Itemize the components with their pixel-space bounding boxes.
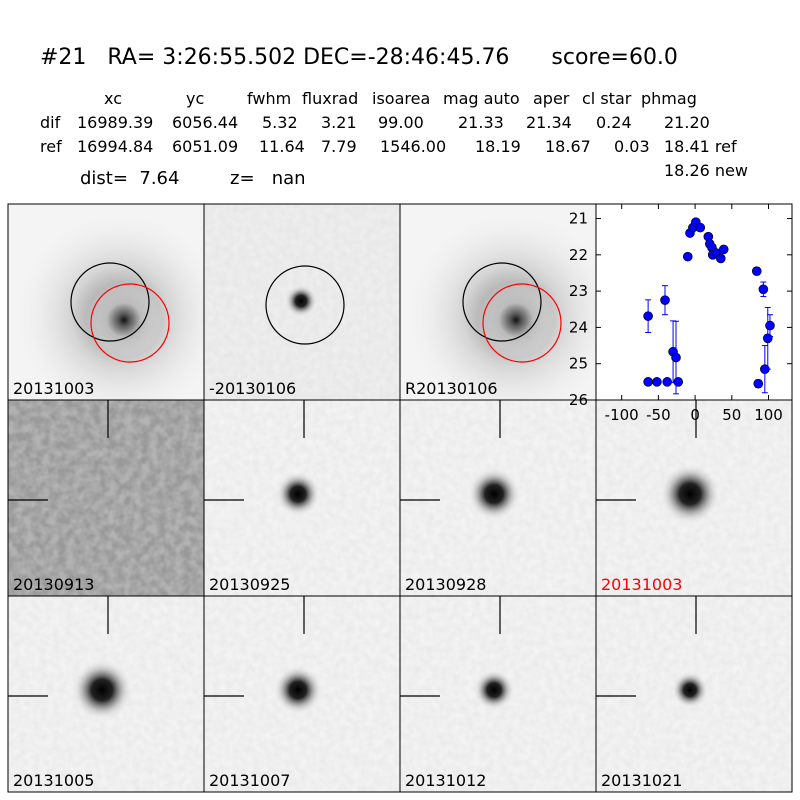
plot-area xyxy=(596,204,792,400)
x-tick-label: -100 xyxy=(605,406,639,424)
point xyxy=(758,284,769,295)
point xyxy=(718,244,729,255)
table-cell: 16989.39 xyxy=(77,113,153,132)
column-header: mag auto xyxy=(443,89,520,108)
x-tick-label: 0 xyxy=(690,406,700,424)
aperture xyxy=(462,262,542,342)
stamp-label: -20130106 xyxy=(209,379,296,398)
cutout-label: 20131005 xyxy=(13,771,94,790)
noise xyxy=(8,400,204,596)
table-cell: 0.03 xyxy=(614,137,650,156)
cutout-label: 20131021 xyxy=(601,771,682,790)
y-tick-label: 25 xyxy=(569,355,588,373)
stamp-label: R20130106 xyxy=(405,379,498,398)
series xyxy=(643,217,775,395)
source xyxy=(285,285,317,317)
table-cell: 11.64 xyxy=(259,137,305,156)
column-header: fwhm xyxy=(247,89,291,108)
table-cell: 21.34 xyxy=(526,113,572,132)
galaxy xyxy=(478,282,554,358)
aperture-ref xyxy=(482,283,562,363)
column-header: phmag xyxy=(641,89,697,108)
x-tick-label: -50 xyxy=(646,406,671,424)
table-cell: 5.32 xyxy=(262,113,298,132)
cutout-label: 20130928 xyxy=(405,575,486,594)
table-cell: 99.00 xyxy=(378,113,424,132)
stamp-label: 20131003 xyxy=(13,379,94,398)
y-tick-label: 21 xyxy=(569,210,588,228)
point xyxy=(762,333,773,344)
column-header: xc xyxy=(104,89,122,108)
table-cell: 18.19 xyxy=(475,137,521,156)
table-cell: 3.21 xyxy=(321,113,357,132)
point xyxy=(643,377,653,387)
x-tick-label: 100 xyxy=(754,406,783,424)
table-cell: 18.41 ref xyxy=(664,137,737,156)
table-cell: ref xyxy=(40,137,62,156)
redshift: z= nan xyxy=(230,168,306,189)
point xyxy=(765,320,775,331)
point xyxy=(715,253,726,264)
aperture-ref xyxy=(90,283,170,363)
table-cell: 0.24 xyxy=(596,113,632,132)
table-cell: 18.67 xyxy=(545,137,591,156)
cutout-label: 20131003 xyxy=(601,575,682,594)
point xyxy=(673,377,684,387)
point xyxy=(753,378,764,389)
table-cell: 21.33 xyxy=(458,113,504,132)
panel-border xyxy=(595,595,793,793)
cutout-label: 20131012 xyxy=(405,771,486,790)
cutout-label: 20130925 xyxy=(209,575,290,594)
source xyxy=(72,660,132,720)
table-cell: 21.20 xyxy=(664,113,710,132)
source xyxy=(276,472,320,516)
table-cell: 1546.00 xyxy=(380,137,446,156)
aperture xyxy=(265,265,345,345)
y-tick-label: 22 xyxy=(569,246,588,264)
point xyxy=(695,222,706,233)
source xyxy=(468,468,520,520)
table-cell: dif xyxy=(40,113,61,132)
point xyxy=(652,377,662,387)
column-header: yc xyxy=(186,89,204,108)
source xyxy=(274,666,322,714)
cutout-label: 20131007 xyxy=(209,771,290,790)
point xyxy=(660,295,670,305)
column-header: isoarea xyxy=(372,89,430,108)
cutout-label: 20130913 xyxy=(13,575,94,594)
table-cell: 6051.09 xyxy=(172,137,238,156)
point xyxy=(682,251,693,262)
y-tick-label: 24 xyxy=(569,318,588,336)
column-header: fluxrad xyxy=(302,89,358,108)
point xyxy=(662,377,673,387)
source xyxy=(660,464,720,524)
source xyxy=(672,672,708,708)
column-header: aper xyxy=(533,89,570,108)
galaxy xyxy=(86,282,162,358)
point xyxy=(643,311,653,321)
y-tick-label: 23 xyxy=(569,282,588,300)
point xyxy=(671,352,681,363)
dist: dist= 7.64 xyxy=(80,168,179,189)
new-mag: 18.26 new xyxy=(664,161,748,180)
source xyxy=(474,670,514,710)
table-cell: 7.79 xyxy=(321,137,357,156)
title: #21 RA= 3:26:55.502 DEC=-28:46:45.76 sco… xyxy=(40,45,678,70)
aperture xyxy=(70,262,150,342)
table-cell: 6056.44 xyxy=(172,113,238,132)
point xyxy=(751,266,762,276)
column-header: cl star xyxy=(582,89,632,108)
x-tick-label: 50 xyxy=(722,406,741,424)
table-cell: 16994.84 xyxy=(77,137,153,156)
